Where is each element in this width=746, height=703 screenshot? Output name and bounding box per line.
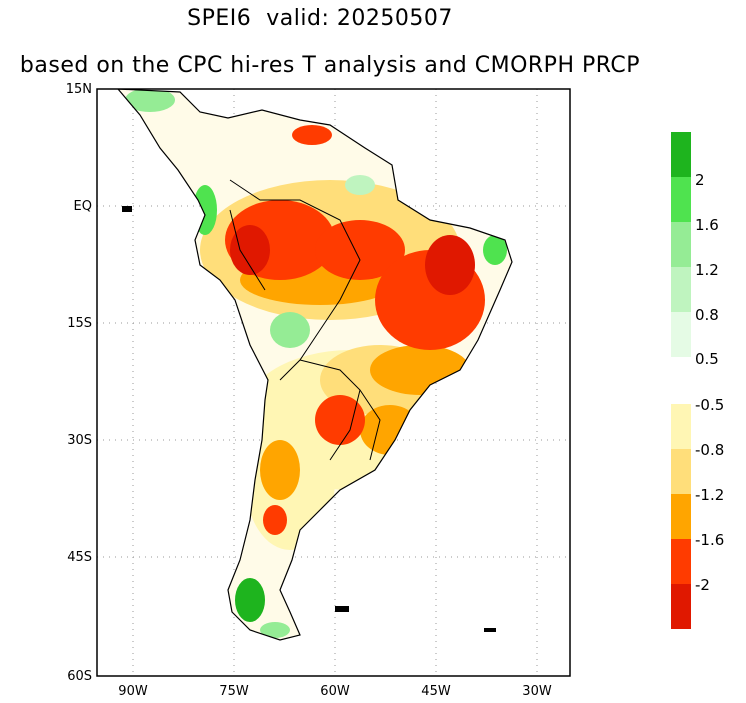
- lat-label-eq: EQ: [74, 199, 92, 214]
- colorbar-negative-swatch-4: [671, 584, 691, 629]
- coastline: [117, 89, 513, 641]
- colorbar-label-neg-0-5: -0.5: [695, 396, 725, 414]
- colorbar-positive-swatch-3: [671, 267, 691, 312]
- lat-label-45s: 45S: [67, 550, 92, 565]
- map-title: SPEI6 valid: 20250507: [187, 6, 453, 31]
- colorbar-label-neg-1-2: -1.2: [695, 486, 725, 504]
- colorbar-label-1-2: 1.2: [695, 261, 719, 279]
- lon-label-60w: 60W: [320, 684, 350, 699]
- lon-label-90w: 90W: [118, 684, 148, 699]
- colorbar-negative: [671, 404, 691, 629]
- lat-tick-labels: 15N EQ 15S 30S 45S 60S: [66, 82, 92, 684]
- islands: [122, 206, 496, 632]
- colorbar-label-0-5: 0.5: [695, 350, 719, 368]
- lon-label-30w: 30W: [522, 684, 552, 699]
- lat-label-60s: 60S: [67, 669, 92, 684]
- lon-tick-labels: 90W 75W 60W 45W 30W: [118, 684, 552, 699]
- colorbar-positive: [671, 132, 691, 357]
- colorbar-negative-swatch-1: [671, 449, 691, 494]
- lon-label-75w: 75W: [219, 684, 249, 699]
- colorbar-negative-swatch-2: [671, 494, 691, 539]
- colorbar-label-neg-0-8: -0.8: [695, 441, 725, 459]
- colorbar-negative-swatch-0: [671, 404, 691, 449]
- colorbar-positive-swatch-2: [671, 222, 691, 267]
- colorbar-positive-swatch-0: [671, 132, 691, 177]
- spei-field: [117, 89, 513, 641]
- colorbar-label-neg-2: -2: [695, 576, 710, 594]
- colorbar-label-1-6: 1.6: [695, 216, 719, 234]
- colorbar-positive-swatch-1: [671, 177, 691, 222]
- lat-label-15s: 15S: [67, 316, 92, 331]
- graticule: [97, 89, 570, 676]
- colorbar-negative-swatch-3: [671, 539, 691, 584]
- lon-label-45w: 45W: [421, 684, 451, 699]
- colorbar-label-0-8: 0.8: [695, 306, 719, 324]
- map-subtitle: based on the CPC hi-res T analysis and C…: [19, 53, 641, 78]
- colorbar-positive-swatch-4: [671, 312, 691, 357]
- plot-frame: [96, 88, 571, 677]
- colorbar-label-neg-1-6: -1.6: [695, 531, 725, 549]
- lat-label-30s: 30S: [67, 433, 92, 448]
- colorbar-label-2: 2: [695, 171, 705, 189]
- country-borders: [229, 179, 381, 461]
- lat-label-15n: 15N: [66, 82, 92, 97]
